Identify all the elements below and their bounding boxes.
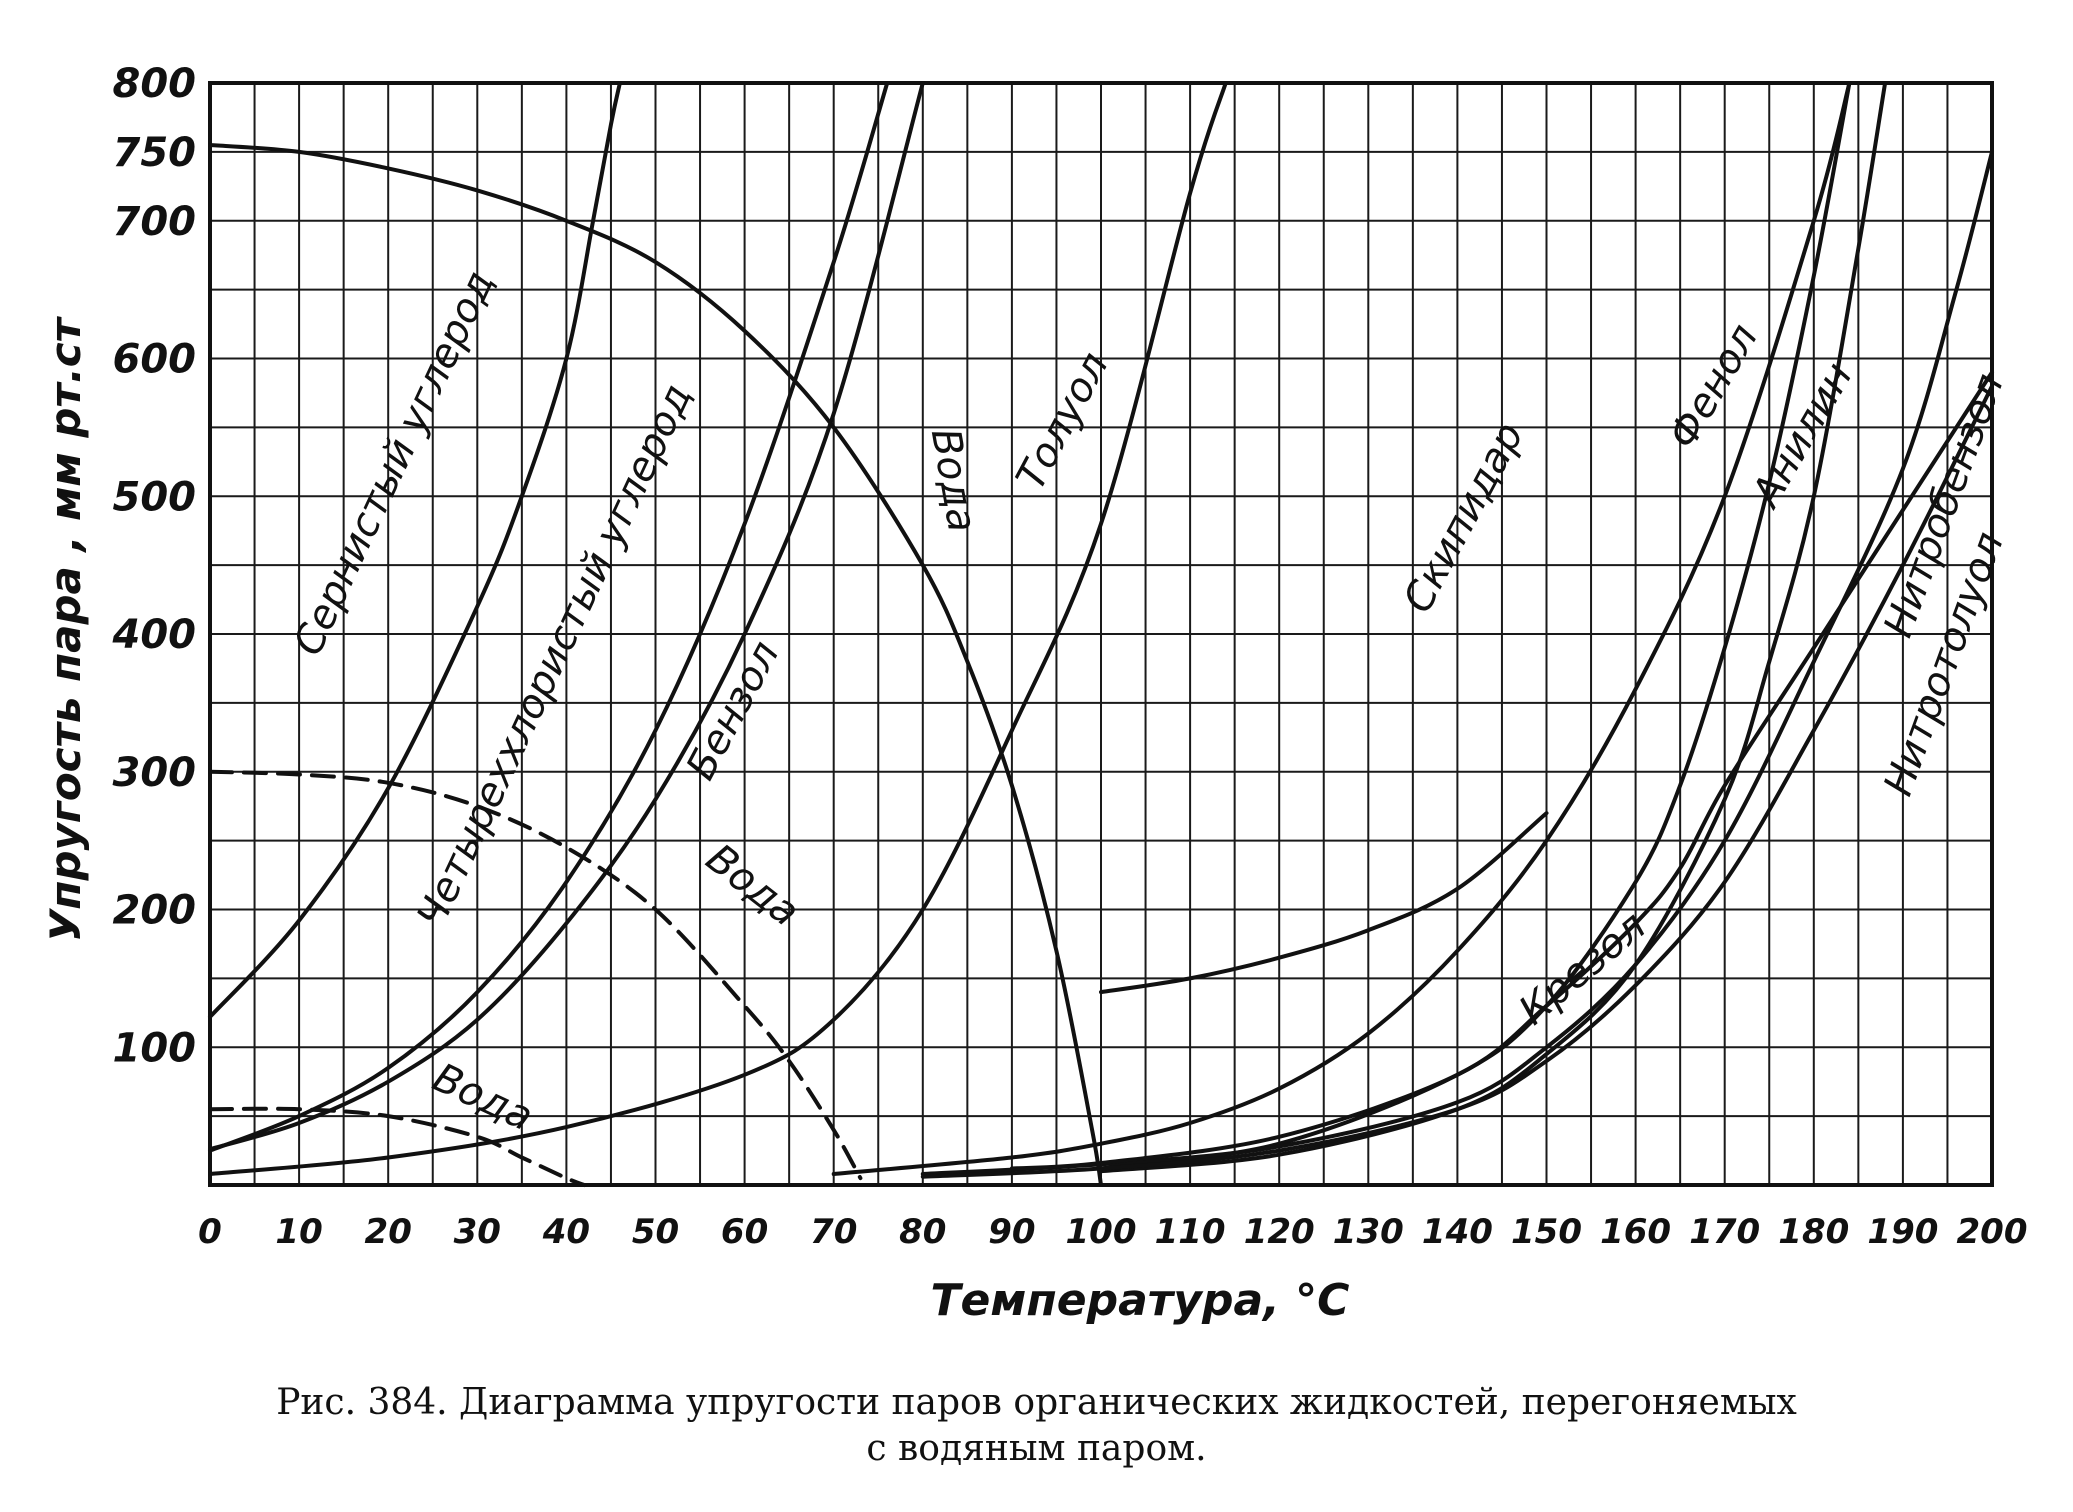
y-tick-label: 750 [113,130,197,176]
series-line-четыреххлористый-углерод [208,81,890,1153]
series-label: Сернистый углерод [285,264,503,662]
series-label: Вода [922,425,985,536]
y-tick-label: 100 [113,1025,197,1071]
series-group [208,81,1994,1187]
x-tick-label: 190 [1867,1212,1938,1252]
series-line-вода [208,143,1103,1187]
x-tick-label: 130 [1333,1212,1404,1252]
series-line-нитробензол [920,149,1994,1176]
series-line-curve [1099,811,1549,995]
x-tick-label: 60 [721,1212,768,1252]
x-tick-label: 80 [899,1212,946,1252]
y-tick-label: 700 [113,199,197,245]
x-tick-label: 30 [454,1212,501,1252]
x-tick-label: 90 [988,1212,1035,1252]
caption-line-2: с водяным паром. [866,1428,1207,1469]
x-tick-label: 170 [1689,1212,1760,1252]
series-label: Анилин [1742,355,1862,517]
x-tick-label: 10 [275,1212,322,1252]
y-tick-label: 600 [113,337,197,383]
series-line-вода [208,1106,587,1187]
series-line-вода [208,769,863,1181]
x-tick-label: 180 [1778,1212,1849,1252]
x-tick-label: 70 [810,1212,857,1252]
series-line-сернистый-углерод [208,81,622,1019]
y-tick-label: 300 [113,750,197,796]
y-tick-labels: 100 200 300 400 500 600 700 750 800 [112,61,197,1071]
series-label: Скипидар [1395,415,1533,620]
x-tick-label: 0 [198,1212,222,1252]
x-tick-label: 120 [1244,1212,1315,1252]
x-tick-label: 20 [365,1212,412,1252]
series-line-крезол [1009,370,1994,1171]
caption-line-1: Рис. 384. Диаграмма упругости паров орга… [276,1382,1797,1423]
series-line-бензол [208,81,925,1152]
x-tick-label: 200 [1957,1212,2028,1252]
series-line-скипидар [831,81,1852,1176]
series-line-анилин [1099,81,1888,1174]
series-line-нитротолуол [920,384,1994,1179]
figure-caption: Рис. 384. Диаграмма упругости паров орга… [0,1380,2073,1472]
series-line-фенол [1099,81,1852,1171]
x-tick-labels: 0 10 20 30 40 50 60 70 80 90 100 110 120 130 140 150 160… [198,1212,2027,1252]
series-label: Вода [697,835,807,935]
x-tick-label: 40 [542,1212,590,1252]
series-label: Фенол [1660,316,1767,456]
x-axis-title: Температура, °C [931,1275,1350,1326]
y-tick-label: 200 [113,888,197,934]
x-tick-label: 110 [1155,1212,1226,1252]
series-line-толуол [208,81,1228,1176]
x-tick-label: 150 [1511,1212,1582,1252]
y-tick-label: 500 [113,474,197,520]
x-tick-label: 100 [1066,1212,1137,1252]
y-tick-label: 800 [113,61,197,107]
y-tick-label: 400 [112,612,197,658]
x-tick-label: 50 [632,1212,679,1252]
grid [210,83,1992,1185]
x-tick-label: 140 [1422,1212,1493,1252]
x-tick-label: 160 [1600,1212,1671,1252]
y-axis-title: Упругость пара , мм рт.ст [41,315,90,942]
